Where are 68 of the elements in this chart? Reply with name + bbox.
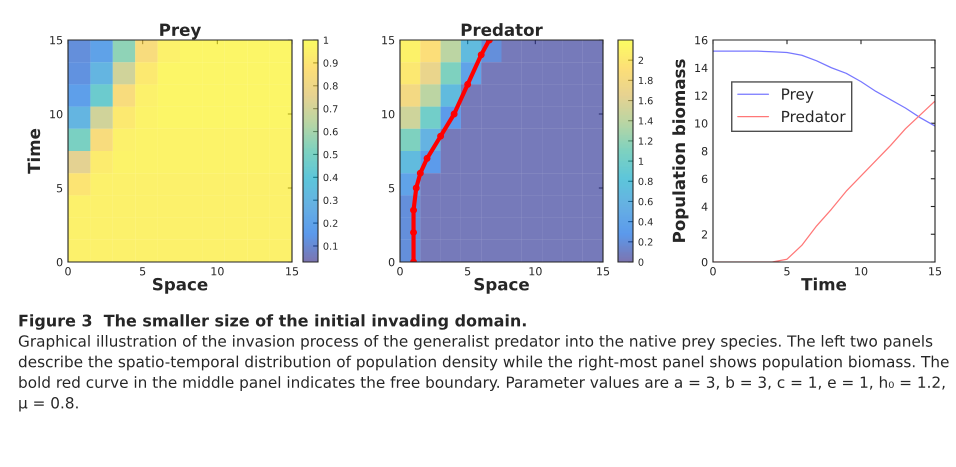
y-tick-label: 8 (702, 146, 708, 156)
legend-label: Prey (782, 88, 814, 103)
y-tick-label: 14 (695, 64, 708, 72)
color-bar-label: 0.7 (324, 105, 338, 112)
y-tick-label: 0 (388, 258, 394, 266)
point (478, 51, 485, 58)
color-bar-label: 1.4 (638, 117, 653, 124)
color-bar-label: 0 (638, 258, 644, 266)
y-tick-label: 0 (56, 258, 62, 266)
x-tick-label: 0 (710, 267, 716, 276)
x-tick-label: 5 (784, 267, 790, 276)
color-bar-label: 1.2 (638, 137, 652, 145)
color-bar-label: 1 (324, 36, 328, 44)
y-tick-label: 15 (382, 36, 394, 44)
line-series (713, 50, 935, 127)
x-axis-title: Space (474, 278, 529, 294)
y-tick-label: 10 (382, 110, 394, 118)
x-tick-label: 0 (65, 267, 71, 276)
color-bar-label: 0.4 (324, 174, 338, 182)
color-bar-label: 1 (638, 158, 644, 165)
x-tick-label: 15 (286, 267, 298, 276)
y-tick-label: 2 (702, 230, 708, 238)
color-bar-label: 0.9 (324, 59, 338, 67)
x-tick-label: 10 (529, 267, 542, 276)
color-bar-label: 0.3 (324, 196, 338, 204)
color-bar-label: 0.6 (638, 198, 653, 206)
color-bar-label: 0.6 (324, 128, 338, 136)
x-tick-label: 10 (855, 267, 868, 276)
color-bar-label: 0.8 (638, 178, 653, 186)
y-tick-label: 12 (695, 91, 708, 100)
y-tick-label: 4 (702, 202, 708, 211)
chart-title: Prey (160, 24, 201, 40)
x-tick-label: 15 (929, 267, 942, 276)
y-tick-label: 10 (50, 110, 62, 118)
color-bar-label: 0.1 (324, 242, 338, 250)
point (464, 80, 472, 88)
x-tick-label: 5 (464, 267, 470, 276)
color-bar-label: 1.6 (638, 97, 653, 104)
x-tick-label: 15 (597, 267, 610, 276)
point (424, 154, 431, 162)
x-tick-label: 5 (140, 267, 146, 276)
point (437, 132, 444, 140)
chart-title: Predator (462, 23, 543, 36)
color-bar-label: 0.5 (324, 150, 338, 158)
text: Graphical illustration of the invasion process of the generalist predator into the native prey species. The left two panels describe the spatio-temporal distribution of population density while the right-most panel shows population biomass. The bold red curve in the middle panel indicates the free boundary. Parameter values are a = 3, b = 3, c = 1, e = 1, h₀ = 1.2, μ = 0.8. (18, 335, 949, 412)
x-axis-title: Time (801, 278, 846, 291)
y-tick-label: 0 (702, 258, 708, 266)
x-tick-label: 0 (397, 267, 403, 276)
color-bar-label: 2 (638, 56, 644, 64)
color-bar-label: 0.4 (638, 218, 653, 226)
color-bar-label: 1.8 (638, 76, 653, 84)
y-tick-label: 16 (695, 36, 708, 44)
x-tick-label: 10 (211, 267, 224, 276)
x-axis-title: Space (153, 278, 208, 294)
caption: Figure 3 The smaller size of the initial invading domain. (19, 314, 526, 330)
y-axis-title: Time (27, 128, 40, 174)
legend-label: Predator (782, 110, 846, 122)
color-bar-label: 0.2 (638, 238, 652, 246)
color-bar-label: 0.2 (324, 220, 338, 227)
y-tick-label: 10 (695, 119, 708, 128)
y-tick-label: 6 (702, 174, 708, 184)
point (416, 170, 424, 177)
y-axis-title: Population biomass (672, 59, 688, 242)
color-bar-label: 0.8 (324, 82, 338, 90)
y-tick-label: 5 (56, 184, 62, 192)
point (412, 184, 420, 192)
y-tick-label: 15 (50, 36, 62, 44)
y-tick-label: 5 (388, 184, 394, 192)
